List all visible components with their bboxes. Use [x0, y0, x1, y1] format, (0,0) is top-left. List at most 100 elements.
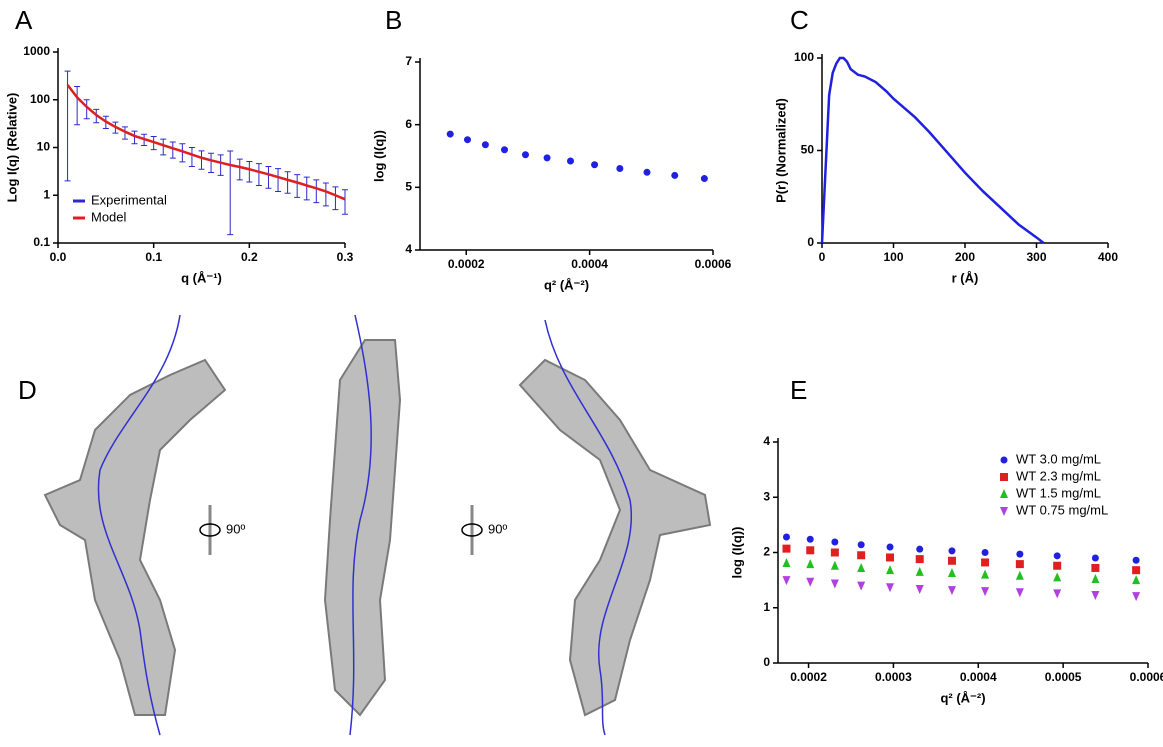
y-tick-label: 0 — [763, 655, 770, 669]
data-point — [1053, 561, 1062, 570]
error-bar — [246, 160, 253, 183]
data-point — [915, 584, 924, 594]
panel-label: E — [790, 375, 807, 405]
data-point — [916, 545, 924, 553]
y-tick-label: 1000 — [23, 44, 50, 58]
x-axis-label: q² (Å⁻²) — [544, 277, 589, 292]
error-bar — [64, 70, 71, 182]
data-point — [782, 557, 791, 567]
error-bar — [169, 141, 176, 159]
data-point — [1091, 574, 1100, 584]
legend-label: Experimental — [91, 192, 167, 207]
data-point — [521, 151, 529, 159]
data-point — [915, 555, 924, 564]
legend-swatch — [1000, 489, 1008, 498]
legend-swatch — [1000, 473, 1008, 481]
data-point — [947, 567, 956, 577]
data-point — [857, 581, 866, 591]
data-point — [1053, 572, 1062, 582]
data-point — [947, 556, 956, 565]
data-point — [1053, 552, 1061, 560]
data-line — [66, 84, 346, 201]
surface-view-2 — [323, 339, 402, 717]
x-tick-label: 0.0004 — [571, 257, 608, 271]
x-tick-label: 300 — [1026, 250, 1046, 264]
data-point — [886, 543, 894, 551]
data-point — [1053, 589, 1062, 599]
x-tick-label: 0.0005 — [1045, 670, 1082, 684]
y-tick-label: 2 — [763, 545, 770, 559]
data-point — [481, 141, 489, 149]
error-bar — [236, 158, 243, 181]
data-point — [1132, 566, 1141, 575]
data-point — [591, 161, 599, 169]
x-tick-label: 0.2 — [241, 250, 258, 264]
y-tick-label: 50 — [801, 143, 815, 157]
y-tick-label: 4 — [405, 242, 412, 256]
y-tick-label: 4 — [763, 434, 770, 448]
error-bar — [160, 138, 167, 156]
data-point — [981, 587, 990, 597]
rotation-label: 90º — [488, 521, 507, 536]
legend-label: WT 2.3 mg/mL — [1016, 468, 1101, 483]
y-tick-label: 1 — [43, 187, 50, 201]
ribbon-view-2 — [349, 314, 372, 736]
y-tick-label: 7 — [405, 54, 412, 68]
data-point — [981, 569, 990, 579]
x-tick-label: 0.0006 — [695, 257, 732, 271]
y-tick-label: 3 — [763, 489, 770, 503]
error-bar — [332, 186, 339, 211]
x-tick-label: 0.0002 — [448, 257, 485, 271]
x-axis-label: q (Å⁻¹) — [181, 270, 222, 285]
y-tick-label: 10 — [37, 140, 51, 154]
y-axis-label: P(r) (Normalized) — [773, 98, 788, 203]
data-point — [1132, 575, 1141, 585]
data-line — [820, 56, 1045, 244]
data-point — [501, 146, 509, 154]
y-axis-label: Log I(q) (Relative) — [4, 93, 19, 203]
error-bar — [179, 143, 186, 163]
y-tick-label: 1 — [763, 600, 770, 614]
data-point — [1091, 554, 1099, 562]
error-bar — [208, 152, 215, 173]
x-tick-label: 400 — [1098, 250, 1118, 264]
data-point — [643, 168, 651, 176]
x-axis-label: q² (Å⁻²) — [940, 690, 985, 705]
y-axis-label: log (I(q)) — [371, 130, 386, 182]
data-point — [981, 558, 990, 567]
y-tick-label: 5 — [405, 180, 412, 194]
data-point — [1015, 588, 1024, 598]
error-bar — [255, 163, 262, 187]
x-tick-label: 200 — [955, 250, 975, 264]
legend-label: Model — [91, 209, 127, 224]
data-point — [886, 553, 895, 562]
error-bar — [217, 154, 224, 176]
error-bar — [275, 168, 282, 192]
legend-swatch — [1000, 507, 1008, 516]
error-bar — [265, 166, 272, 189]
surface-view-1 — [43, 358, 227, 716]
y-axis-label: log (I(q)) — [729, 527, 744, 579]
y-tick-label: 100 — [794, 50, 814, 64]
data-point — [1015, 570, 1024, 580]
panel-label: A — [15, 5, 33, 35]
error-bar — [313, 179, 320, 204]
data-point — [1132, 556, 1140, 564]
x-tick-label: 0.1 — [145, 250, 162, 264]
data-point — [806, 559, 815, 569]
data-point — [857, 551, 866, 560]
data-point — [782, 544, 791, 553]
data-point — [830, 579, 839, 589]
x-tick-label: 0.3 — [337, 250, 354, 264]
data-point — [981, 549, 989, 556]
panel-label: C — [790, 5, 809, 35]
data-point — [567, 157, 575, 165]
legend-swatch — [1000, 456, 1008, 464]
ribbon-view-1 — [97, 314, 181, 736]
data-point — [446, 130, 454, 138]
error-bar — [294, 174, 301, 198]
data-point — [948, 547, 956, 555]
data-point — [1091, 591, 1100, 601]
data-point — [830, 548, 839, 557]
error-bar — [131, 130, 138, 145]
